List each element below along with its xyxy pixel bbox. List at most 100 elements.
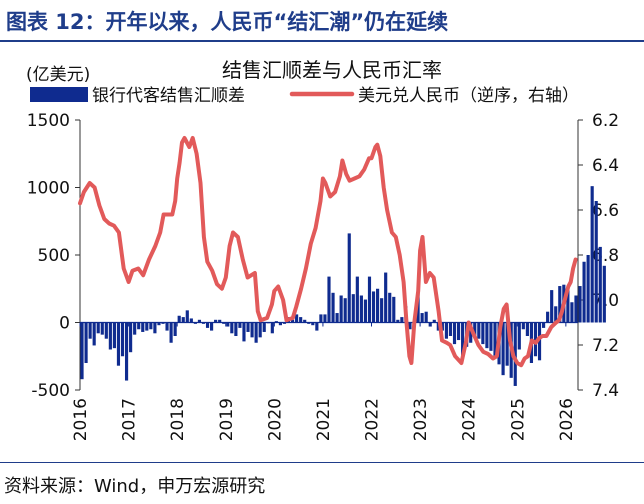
left-axis-unit: (亿美元) [26, 65, 90, 85]
bar [262, 322, 266, 332]
bar [80, 322, 84, 380]
bar [307, 322, 311, 324]
bar [157, 322, 161, 326]
bar [315, 322, 319, 331]
bar [505, 322, 509, 366]
right-tick-label: 6.4 [592, 156, 619, 176]
bar [137, 322, 141, 330]
bar [173, 322, 177, 336]
bar [432, 319, 436, 323]
bar [234, 322, 238, 336]
bar [570, 302, 574, 323]
left-tick-label: 500 [38, 246, 70, 266]
bar [270, 322, 274, 334]
bar [331, 292, 335, 323]
bar [537, 322, 542, 361]
legend: 银行代客结售汇顺差 美元兑人民币（逆序，右轴） [30, 86, 579, 106]
bar [327, 276, 331, 323]
source-note: 资料来源：Wind，申万宏源研究 [4, 476, 266, 497]
bar [210, 322, 214, 331]
bar [205, 322, 210, 328]
bar [558, 286, 562, 323]
bar [533, 322, 538, 357]
bar [542, 322, 546, 328]
bar [181, 317, 185, 323]
bar [226, 322, 230, 327]
bar [230, 322, 234, 334]
bar [574, 295, 578, 323]
bar [347, 233, 351, 323]
bar [367, 276, 372, 323]
right-tick-label: 6.6 [592, 201, 619, 221]
bar [303, 319, 307, 323]
bar [323, 314, 327, 323]
bar [238, 322, 242, 328]
bar [282, 322, 287, 324]
title-rule [0, 40, 644, 42]
bar [469, 322, 473, 343]
bar [278, 322, 282, 326]
bar [566, 290, 570, 323]
bar [554, 306, 558, 323]
bar [359, 295, 363, 323]
bar [525, 322, 529, 336]
bar [274, 321, 278, 323]
bar [295, 314, 299, 323]
bar [448, 322, 453, 336]
bar [112, 322, 116, 349]
bar [129, 322, 133, 353]
bar [388, 292, 392, 323]
bar [335, 313, 339, 323]
bar [246, 322, 250, 332]
bar [436, 322, 440, 331]
left-tick-label: 1000 [27, 179, 70, 199]
bar [120, 322, 125, 357]
bar [165, 322, 169, 331]
x-tick-label: 2020 [265, 398, 285, 441]
bar [444, 322, 448, 339]
figure-title: 图表 12：开年以来，人民币“结汇潮”仍在延续 [6, 10, 449, 34]
bar [501, 322, 505, 376]
bar [149, 322, 153, 330]
bar [116, 322, 121, 366]
left-tick-label: -500 [31, 381, 70, 401]
legend-line-label: 美元兑人民币（逆序，右轴） [358, 86, 579, 106]
bar [485, 322, 489, 349]
fx-line-series [78, 136, 578, 368]
bar [550, 290, 554, 323]
bar [384, 272, 388, 323]
bar [339, 295, 343, 323]
bar [590, 186, 594, 323]
legend-bar-label: 银行代客结售汇顺差 [92, 86, 245, 106]
bar [242, 322, 246, 342]
bar [489, 322, 493, 351]
bar [197, 319, 202, 323]
bar [376, 288, 380, 323]
chart-title: 结售汇顺差与人民币汇率 [222, 58, 442, 82]
bar [428, 322, 432, 327]
bar [145, 322, 149, 331]
bar [400, 317, 404, 323]
footer-rule [0, 462, 644, 463]
bar [100, 322, 104, 335]
bar [594, 201, 598, 323]
bar [193, 322, 197, 324]
bar [299, 317, 303, 323]
bar [108, 322, 112, 350]
bar [461, 322, 465, 357]
left-tick-label: 1500 [27, 111, 70, 131]
bar [104, 322, 108, 339]
bar [582, 261, 586, 323]
x-tick-label: 2016 [71, 398, 91, 441]
bar [266, 322, 270, 324]
bar [161, 322, 165, 324]
bar [493, 322, 497, 357]
bar [218, 319, 222, 323]
bar [452, 322, 457, 345]
bar [424, 311, 428, 323]
bar [96, 322, 100, 334]
bar [363, 299, 368, 323]
bar [189, 318, 193, 323]
bar [396, 319, 400, 323]
bar [355, 276, 359, 323]
